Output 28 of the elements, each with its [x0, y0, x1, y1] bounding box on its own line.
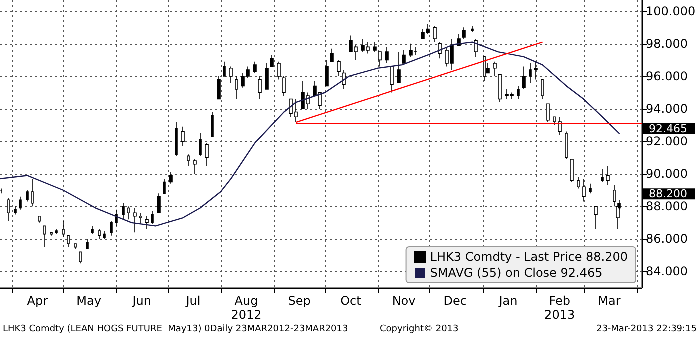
- text: 92.465: [649, 122, 688, 136]
- x-tick-label: Apr: [27, 294, 48, 308]
- x-tick-label: Jul: [185, 294, 201, 308]
- x-tick-label: Sep: [288, 294, 311, 308]
- x-tick-label: Jun: [132, 294, 152, 308]
- x-tick-label: Oct: [340, 294, 362, 308]
- x-tick-label: Feb 2013: [544, 294, 576, 322]
- y-tick-label: 84.000: [646, 264, 688, 279]
- text: 88.200: [649, 188, 688, 201]
- legend-label: LHK3 Comdty - Last Price 88.200: [430, 250, 628, 264]
- x-tick-label: May: [76, 294, 102, 308]
- y-tick-label: 86.000: [646, 232, 688, 246]
- x-tick-label: Mar: [598, 294, 621, 308]
- y-tick-label: 94.000: [646, 102, 688, 116]
- y-tick-label: 92.000: [646, 134, 688, 149]
- x-tick-label: Jan: [498, 294, 518, 308]
- text: Copyright© 2013: [380, 324, 459, 334]
- x-tick-label: Aug 2012: [231, 294, 262, 322]
- y-tick-label: 90.000: [646, 167, 688, 182]
- legend-label: SMAVG (55) on Close 92.465: [430, 266, 603, 280]
- text: 23-Mar-2013 22:39:15: [596, 324, 698, 334]
- y-tick-label: 100.000: [646, 4, 696, 18]
- y-tick-label: 88.000: [646, 200, 688, 214]
- x-tick-label: Dec: [444, 294, 468, 308]
- y-tick-label: 98.000: [646, 36, 688, 51]
- y-tick-label: 96.000: [646, 69, 688, 84]
- x-tick-label: Nov: [392, 294, 416, 308]
- text: LHK3 Comdty (LEAN HOGS FUTURE May13) 0Daily 23MAR2012-23MAR2013: [3, 324, 348, 334]
